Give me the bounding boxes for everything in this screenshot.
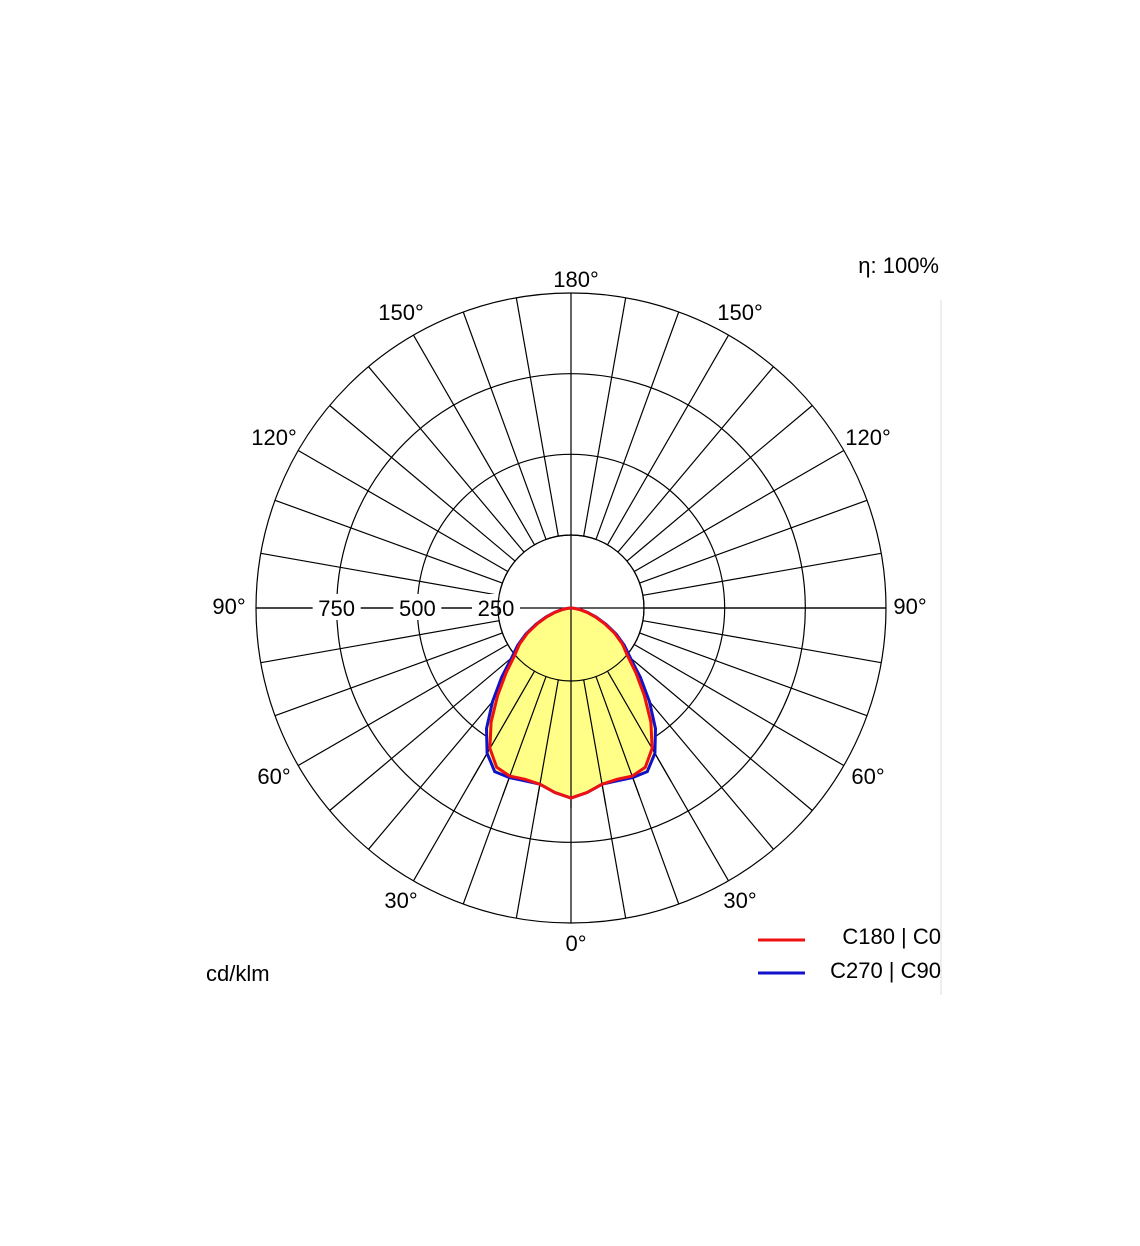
grid-spoke-290: [274, 632, 503, 717]
grid-spoke-80: [642, 620, 882, 664]
grid-spoke-150: [606, 334, 730, 546]
grid-spoke-60: [633, 643, 845, 767]
angle-label-120-right: 120°: [845, 425, 891, 450]
angle-label-30-left: 30°: [384, 888, 417, 913]
grid-overlay-spoke-30: [606, 670, 672, 782]
legend-label-c0: C180 | C0: [842, 924, 941, 949]
radial-tick-bg-250: [472, 594, 520, 620]
grid-spoke-70: [639, 632, 868, 717]
grid-spoke-260: [260, 552, 500, 596]
grid-spoke-140: [617, 366, 774, 553]
unit-label: cd/klm: [206, 961, 270, 986]
radial-tick-label-750: 750: [318, 596, 355, 621]
angle-label-150-left: 150°: [378, 300, 424, 325]
grid-spoke-100: [642, 552, 882, 596]
angle-label-60-left: 60°: [257, 764, 290, 789]
radial-tick-bg-500: [393, 594, 442, 620]
angle-label-180: 180°: [553, 267, 599, 292]
angle-label-30-right: 30°: [723, 888, 756, 913]
grid-spoke-230: [329, 405, 516, 562]
grid-spoke-190: [515, 297, 559, 537]
legend: C180 | C0 C270 | C90: [758, 924, 941, 983]
grid-spoke-210: [412, 334, 536, 546]
grid-spoke-240: [297, 449, 509, 573]
grid-spoke-200: [462, 311, 547, 540]
series-line-c180-c0: [488, 606, 654, 800]
grid-overlay-spoke--30: [470, 670, 536, 782]
radial-tick-label-500: 500: [399, 596, 436, 621]
angle-label-0: 0°: [565, 931, 586, 956]
grid-spoke-170: [583, 297, 627, 537]
grid-spoke-120: [633, 449, 845, 573]
grid-spoke-50: [626, 654, 813, 811]
angle-label-90-right: 90°: [893, 594, 926, 619]
grid-spoke-110: [639, 499, 868, 584]
radial-tick-bg-750: [312, 594, 361, 620]
grid-spoke-280: [260, 620, 500, 664]
angle-label-90-left: 90°: [212, 594, 245, 619]
angle-label-150-right: 150°: [717, 300, 763, 325]
grid-spoke-220: [368, 366, 525, 553]
grid-spoke-160: [595, 311, 680, 540]
grid-spoke-250: [274, 499, 503, 584]
grid-spoke-130: [626, 405, 813, 562]
angle-label-120-left: 120°: [251, 425, 297, 450]
intensity-curves: [470, 534, 672, 808]
angle-label-60-right: 60°: [851, 764, 884, 789]
grid-spoke-300: [297, 643, 509, 767]
legend-label-c90: C270 | C90: [830, 958, 941, 983]
radial-tick-label-250: 250: [478, 596, 515, 621]
efficiency-label: η: 100%: [858, 253, 939, 278]
grid-spoke-310: [329, 654, 516, 811]
